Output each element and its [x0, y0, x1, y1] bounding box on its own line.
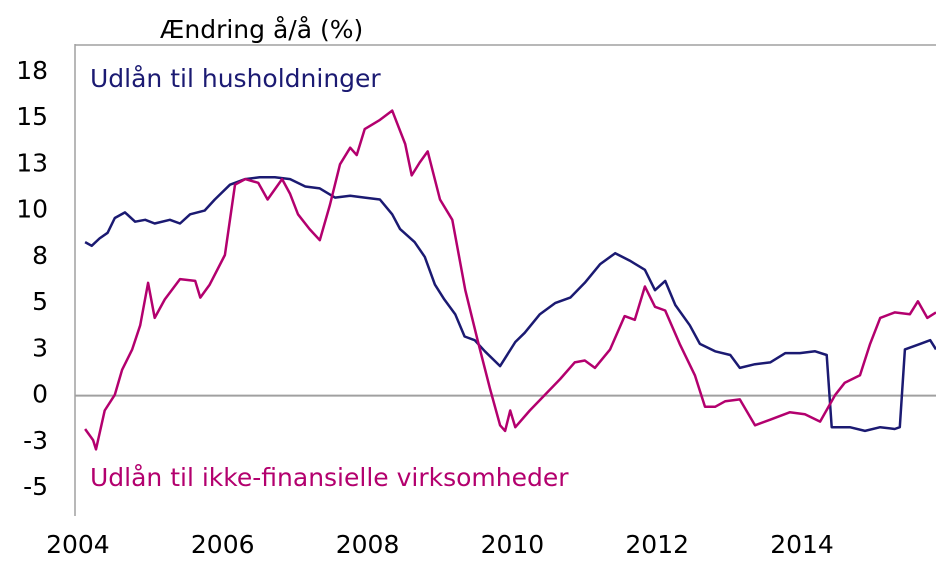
y-tick-label: 10	[16, 195, 48, 224]
y-tick-label: -3	[23, 426, 48, 455]
series-line	[84, 109, 936, 451]
x-tick-label: 2014	[770, 530, 834, 558]
y-tick-label: 13	[16, 148, 48, 177]
x-tick-label: 2004	[46, 530, 110, 558]
series-label: Udlån til husholdninger	[90, 64, 381, 93]
y-tick-label: 0	[32, 380, 48, 409]
series-label: Udlån til ikke-finansielle virksomheder	[90, 463, 569, 492]
x-tick-label: 2010	[481, 530, 545, 558]
y-tick-label: 18	[16, 56, 48, 85]
x-tick-label: 2012	[625, 530, 689, 558]
series-line	[84, 176, 936, 433]
y-tick-label: 8	[32, 241, 48, 270]
x-tick-label: 2008	[336, 530, 400, 558]
y-tick-label: -5	[23, 472, 48, 501]
y-tick-label: 5	[32, 287, 48, 316]
y-tick-label: 3	[32, 333, 48, 362]
chart-title: Ændring å/å (%)	[160, 15, 363, 44]
x-tick-label: 2006	[191, 530, 255, 558]
y-tick-label: 15	[16, 102, 48, 131]
